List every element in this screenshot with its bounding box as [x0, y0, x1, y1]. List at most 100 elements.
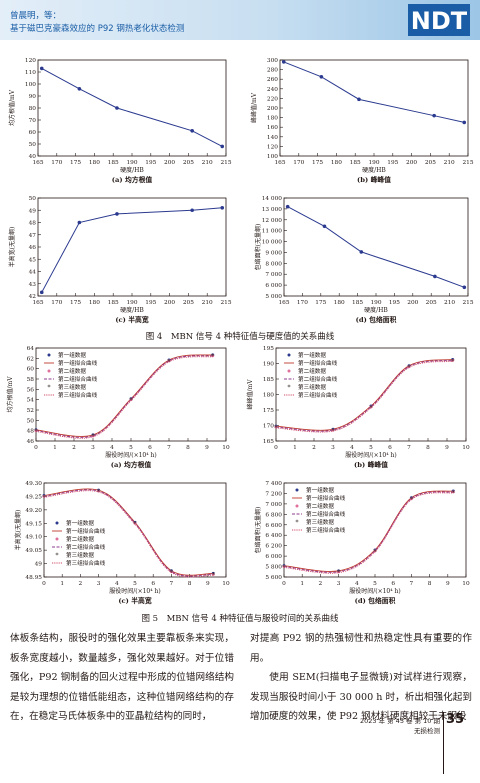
y-tick-label: 45 — [29, 257, 37, 263]
y-tick-label: 200 — [267, 106, 278, 112]
footer-journal: 无损检测 — [414, 727, 440, 735]
y-tick-label: 62 — [27, 356, 35, 362]
subfigure-label: (b) 峰峰值 — [354, 460, 388, 469]
legend-marker: * — [48, 385, 51, 392]
x-tick-label: 6 — [391, 581, 395, 587]
x-tick-label: 190 — [126, 300, 137, 306]
y-tick-label: 100 — [25, 82, 36, 88]
data-point — [462, 120, 467, 125]
data-point — [220, 144, 225, 149]
x-tick-label: 210 — [202, 300, 213, 306]
chart-f4b: 165 170 175 180 185 190 195 200 205 210 215 100 120 1… — [250, 58, 474, 184]
legend-entry: 第三组拟合曲线 — [58, 391, 98, 399]
x-tick-label: 6 — [148, 445, 152, 451]
legend-entry: 第二组数据 — [298, 367, 326, 375]
x-tick-label: 2 — [319, 581, 323, 587]
legend-marker: * — [56, 553, 59, 560]
data-point — [451, 358, 455, 362]
y-tick-label: 190 — [263, 362, 274, 368]
data-point — [190, 129, 194, 133]
fit-curve — [283, 492, 454, 574]
y-tick-label: 49.10 — [25, 535, 42, 541]
x-tick-label: 2 — [312, 445, 316, 451]
plot-frame — [37, 59, 227, 157]
subfigure-label: (c) 半高宽 — [115, 315, 149, 324]
figure-5-caption: 图 5 MBN 信号 4 种特征值与服役时间的关系曲线 — [141, 614, 339, 624]
x-tick-label: 6 — [388, 445, 392, 451]
x-tick-label: 210 — [444, 300, 455, 306]
x-tick-label: 205 — [183, 160, 194, 166]
x-tick-label: 5 — [129, 445, 133, 451]
data-point: * — [130, 398, 133, 405]
legend-marker — [287, 353, 291, 357]
x-tick-label: 7 — [407, 445, 411, 451]
x-tick-label: 165 — [278, 300, 289, 306]
x-tick-label: 4 — [110, 445, 114, 451]
legend-entry: 第一组拟合曲线 — [66, 527, 106, 535]
x-tick-label: 8 — [188, 581, 192, 587]
y-tick-label: 11 000 — [262, 229, 283, 235]
x-tick-label: 10 — [222, 445, 230, 451]
footer-divider — [443, 712, 444, 774]
figure-4: 165 170 175 180 185 190 195 200 205 210 215 40 50 60 7… — [0, 50, 480, 332]
legend-marker — [287, 369, 291, 373]
data-point: * — [451, 358, 454, 365]
y-tick-label: 70 — [29, 118, 37, 124]
y-tick-label: 50 — [29, 196, 37, 202]
chart-f4a: 165 170 175 180 185 190 195 200 205 210 215 40 50 60 7… — [8, 58, 232, 184]
y-tick-label: 12 000 — [262, 218, 283, 224]
y-tick-label: 8 000 — [265, 261, 282, 267]
y-tick-label: 240 — [267, 87, 278, 93]
x-axis-label: 服役时间/(×10⁴ h) — [105, 451, 157, 459]
data-point — [281, 60, 286, 64]
x-tick-label: 0 — [34, 445, 38, 451]
data-point — [133, 521, 137, 525]
y-tick-label: 6 800 — [265, 512, 282, 518]
x-tick-label: 185 — [350, 160, 361, 166]
x-tick-label: 4 — [355, 581, 359, 587]
figure-4-caption: 图 4 MBN 信号 4 种特征值与硬度值的关系曲线 — [145, 332, 335, 342]
data-point — [129, 398, 133, 402]
x-tick-label: 7 — [167, 445, 171, 451]
legend-entry: 第三组拟合曲线 — [66, 559, 106, 567]
data-point: * — [35, 429, 38, 436]
legend-entry: 第三组拟合曲线 — [298, 391, 338, 399]
x-tick-label: 8 — [186, 445, 190, 451]
legend-entry: 第三组数据 — [306, 518, 334, 526]
x-tick-label: 175 — [312, 160, 323, 166]
page-number: 35 — [446, 712, 465, 727]
legend-entry: 第一组拟合曲线 — [298, 359, 338, 367]
y-tick-label: 7 200 — [265, 491, 282, 497]
x-tick-label: 205 — [426, 300, 437, 306]
x-tick-label: 180 — [334, 300, 345, 306]
y-tick-label: 48.95 — [25, 575, 42, 581]
y-tick-label: 50 — [29, 142, 37, 148]
x-tick-label: 190 — [368, 160, 379, 166]
x-tick-label: 9 — [206, 581, 210, 587]
data-point — [433, 274, 437, 279]
x-tick-label: 9 — [445, 445, 449, 451]
y-tick-label: 220 — [267, 96, 278, 102]
x-tick-label: 0 — [282, 581, 286, 587]
x-tick-label: 205 — [183, 300, 194, 306]
header-authors: 曾晨明，等： — [10, 11, 62, 21]
data-point — [220, 206, 225, 210]
y-tick-label: 9 000 — [265, 250, 282, 256]
y-tick-label: 5 600 — [265, 575, 282, 581]
y-axis-label: 包络面积(无量纲) — [254, 224, 262, 271]
series-line — [41, 207, 223, 293]
x-tick-label: 3 — [97, 581, 101, 587]
data-point: * — [211, 354, 214, 361]
x-axis-label: 服役时间/(×10⁴ h) — [345, 451, 397, 459]
body-paragraph: 体板条结构，服役时的强化效果主要靠板条来实现，板条宽度越小，数量越多，强化效果越… — [10, 633, 234, 722]
x-tick-label: 180 — [331, 160, 342, 166]
legend-entry: 第一组数据 — [306, 486, 334, 494]
y-tick-label: 58 — [27, 377, 35, 383]
x-tick-label: 1 — [293, 445, 297, 451]
y-tick-label: 46 — [27, 439, 35, 445]
body-right-column: 对提高 P92 钢的热强韧性和热稳定性具有重要的作用。 使用 SEM(扫描电子显… — [250, 629, 472, 727]
footer-issue: 2023 年 第 45 卷 第 10 期 — [359, 717, 440, 725]
y-tick-label: 120 — [267, 144, 278, 150]
data-point — [77, 87, 82, 91]
y-tick-label: 54 — [27, 398, 35, 404]
